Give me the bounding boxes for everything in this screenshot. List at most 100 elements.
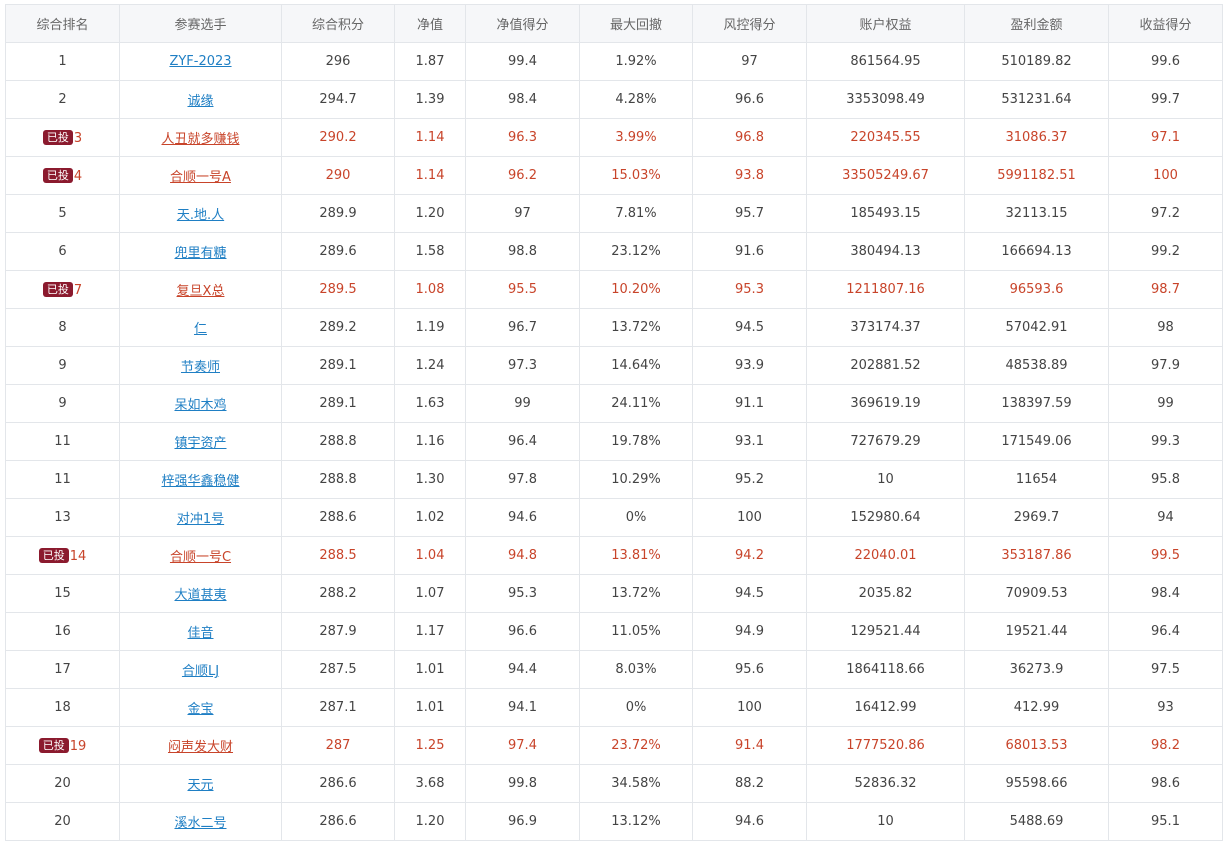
equity-cell: 10 — [806, 802, 965, 841]
risk-score-cell: 91.4 — [692, 726, 807, 765]
risk-score-cell: 96.6 — [692, 80, 807, 119]
nav-score-cell: 96.2 — [465, 156, 580, 195]
header-return-score[interactable]: 收益得分 — [1108, 4, 1223, 43]
player-link[interactable]: 天.地.人 — [176, 208, 225, 223]
max-drawdown-cell: 8.03% — [579, 650, 693, 689]
player-cell: 天元 — [119, 764, 282, 803]
player-link[interactable]: 合顺一号C — [169, 550, 232, 565]
score-cell: 288.2 — [281, 574, 395, 613]
risk-score-cell: 94.5 — [692, 574, 807, 613]
max-drawdown-cell: 10.20% — [579, 270, 693, 309]
player-link[interactable]: 天元 — [187, 778, 214, 793]
player-link[interactable]: 金宝 — [187, 702, 214, 717]
max-drawdown-cell: 15.03% — [579, 156, 693, 195]
equity-cell: 52836.32 — [806, 764, 965, 803]
max-drawdown-cell: 3.99% — [579, 118, 693, 157]
player-link[interactable]: 大道甚夷 — [174, 588, 227, 603]
risk-score-cell: 93.8 — [692, 156, 807, 195]
equity-cell: 1211807.16 — [806, 270, 965, 309]
player-link[interactable]: 合顺一号A — [170, 170, 231, 185]
score-cell: 289.2 — [281, 308, 395, 347]
score-cell: 294.7 — [281, 80, 395, 119]
header-risk-score[interactable]: 风控得分 — [692, 4, 807, 43]
header-equity[interactable]: 账户权益 — [806, 4, 965, 43]
score-cell: 286.6 — [281, 802, 395, 841]
player-cell: 对冲1号 — [119, 498, 282, 537]
rank-cell: 已投 7 — [5, 270, 120, 309]
player-link[interactable]: 佳音 — [187, 626, 214, 641]
nav-cell: 1.24 — [394, 346, 466, 385]
nav-score-cell: 96.9 — [465, 802, 580, 841]
score-cell: 287.5 — [281, 650, 395, 689]
player-cell: 合顺LJ — [119, 650, 282, 689]
nav-cell: 1.20 — [394, 194, 466, 233]
profit-cell: 95598.66 — [964, 764, 1109, 803]
header-nav[interactable]: 净值 — [394, 4, 466, 43]
player-link[interactable]: 闷声发大财 — [167, 740, 233, 755]
header-player[interactable]: 参赛选手 — [119, 4, 282, 43]
equity-cell: 380494.13 — [806, 232, 965, 271]
nav-score-cell: 99.4 — [465, 42, 580, 81]
header-score[interactable]: 综合积分 — [281, 4, 395, 43]
risk-score-cell: 88.2 — [692, 764, 807, 803]
rank-cell: 6 — [5, 232, 120, 271]
equity-cell: 3353098.49 — [806, 80, 965, 119]
profit-cell: 2969.7 — [964, 498, 1109, 537]
player-link[interactable]: 节奏师 — [180, 360, 220, 375]
rank-value: 11 — [54, 434, 71, 449]
profit-cell: 171549.06 — [964, 422, 1109, 461]
header-max-drawdown[interactable]: 最大回撤 — [579, 4, 693, 43]
header-nav-score[interactable]: 净值得分 — [465, 4, 580, 43]
max-drawdown-cell: 11.05% — [579, 612, 693, 651]
player-cell: 复旦X总 — [119, 270, 282, 309]
player-cell: 仁 — [119, 308, 282, 347]
player-link[interactable]: 诚缘 — [187, 94, 214, 109]
table-row: 2 诚缘 294.7 1.39 98.4 4.28% 96.6 3353098.49 53123… — [5, 80, 1223, 119]
player-link[interactable]: 合顺LJ — [181, 664, 220, 679]
player-link[interactable]: 人丑就多赚钱 — [161, 132, 240, 147]
ranking-table-body: 1 ZYF-2023 296 1.87 99.4 1.92% 97 861564.95 5101… — [5, 42, 1223, 841]
rank-cell: 已投 3 — [5, 118, 120, 157]
player-link[interactable]: 复旦X总 — [176, 284, 225, 299]
nav-score-cell: 97.8 — [465, 460, 580, 499]
profit-cell: 57042.91 — [964, 308, 1109, 347]
max-drawdown-cell: 13.81% — [579, 536, 693, 575]
max-drawdown-cell: 19.78% — [579, 422, 693, 461]
player-cell: 合顺一号A — [119, 156, 282, 195]
score-cell: 289.5 — [281, 270, 395, 309]
player-link[interactable]: ZYF-2023 — [169, 54, 232, 69]
return-score-cell: 98.6 — [1108, 764, 1223, 803]
rank-cell: 18 — [5, 688, 120, 727]
equity-cell: 152980.64 — [806, 498, 965, 537]
player-link[interactable]: 兜里有糖 — [174, 246, 227, 261]
rank-value: 9 — [58, 396, 67, 411]
invested-badge: 已投 — [42, 281, 73, 297]
return-score-cell: 98 — [1108, 308, 1223, 347]
rank-value: 6 — [58, 244, 67, 259]
nav-cell: 1.16 — [394, 422, 466, 461]
score-cell: 288.5 — [281, 536, 395, 575]
profit-cell: 32113.15 — [964, 194, 1109, 233]
equity-cell: 202881.52 — [806, 346, 965, 385]
player-link[interactable]: 镇宇资产 — [174, 436, 227, 451]
player-link[interactable]: 对冲1号 — [176, 512, 225, 527]
player-cell: 大道甚夷 — [119, 574, 282, 613]
player-link[interactable]: 溪水二号 — [174, 816, 227, 831]
risk-score-cell: 94.5 — [692, 308, 807, 347]
risk-score-cell: 95.7 — [692, 194, 807, 233]
nav-score-cell: 94.1 — [465, 688, 580, 727]
equity-cell: 1777520.86 — [806, 726, 965, 765]
score-cell: 287.9 — [281, 612, 395, 651]
player-link[interactable]: 仁 — [193, 322, 207, 337]
player-link[interactable]: 梓强华鑫稳健 — [161, 474, 240, 489]
equity-cell: 1864118.66 — [806, 650, 965, 689]
header-rank[interactable]: 综合排名 — [5, 4, 120, 43]
return-score-cell: 99.2 — [1108, 232, 1223, 271]
header-profit[interactable]: 盈利金额 — [964, 4, 1109, 43]
player-link[interactable]: 呆如木鸡 — [174, 398, 227, 413]
invested-badge: 已投 — [42, 167, 73, 183]
score-cell: 289.9 — [281, 194, 395, 233]
risk-score-cell: 95.2 — [692, 460, 807, 499]
risk-score-cell: 96.8 — [692, 118, 807, 157]
nav-cell: 1.25 — [394, 726, 466, 765]
